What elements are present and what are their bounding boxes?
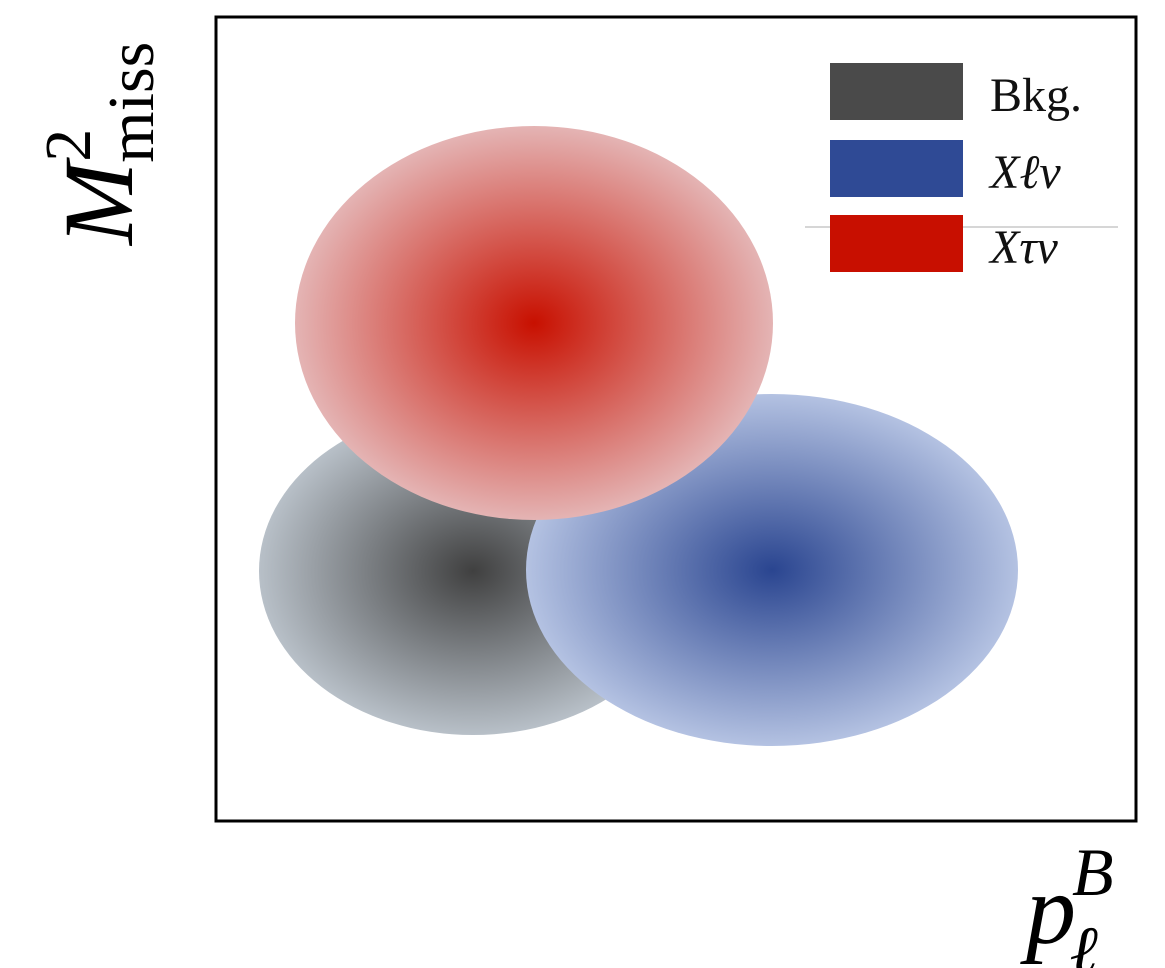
legend: Bkg. Xℓν Xτν (805, 63, 1118, 274)
x-axis-label-superscript: B (1072, 834, 1114, 910)
x-axis-label-base: p (1020, 854, 1076, 965)
legend-label-bkg: Bkg. (990, 69, 1082, 122)
y-axis-label-superscript: 2 (32, 129, 105, 162)
svg-text:pBℓ: pB ℓ (1020, 834, 1114, 968)
legend-swatch-xlnu (830, 140, 963, 197)
y-axis-label: M2miss (32, 42, 168, 247)
x-axis-label-subscript: ℓ (1070, 912, 1098, 968)
legend-label-xtaunu: Xτν (988, 221, 1059, 274)
legend-swatch-bkg (830, 63, 963, 120)
svg-text:M2miss: M2miss (32, 42, 168, 247)
y-axis-label-subscript: miss (95, 42, 168, 163)
blob-xtaunu (295, 126, 773, 520)
legend-label-xlnu: Xℓν (988, 146, 1061, 199)
y-axis-label-base: M (43, 157, 154, 247)
legend-swatch-xtaunu (830, 215, 963, 272)
x-axis-label: pB ℓ (1020, 834, 1114, 968)
